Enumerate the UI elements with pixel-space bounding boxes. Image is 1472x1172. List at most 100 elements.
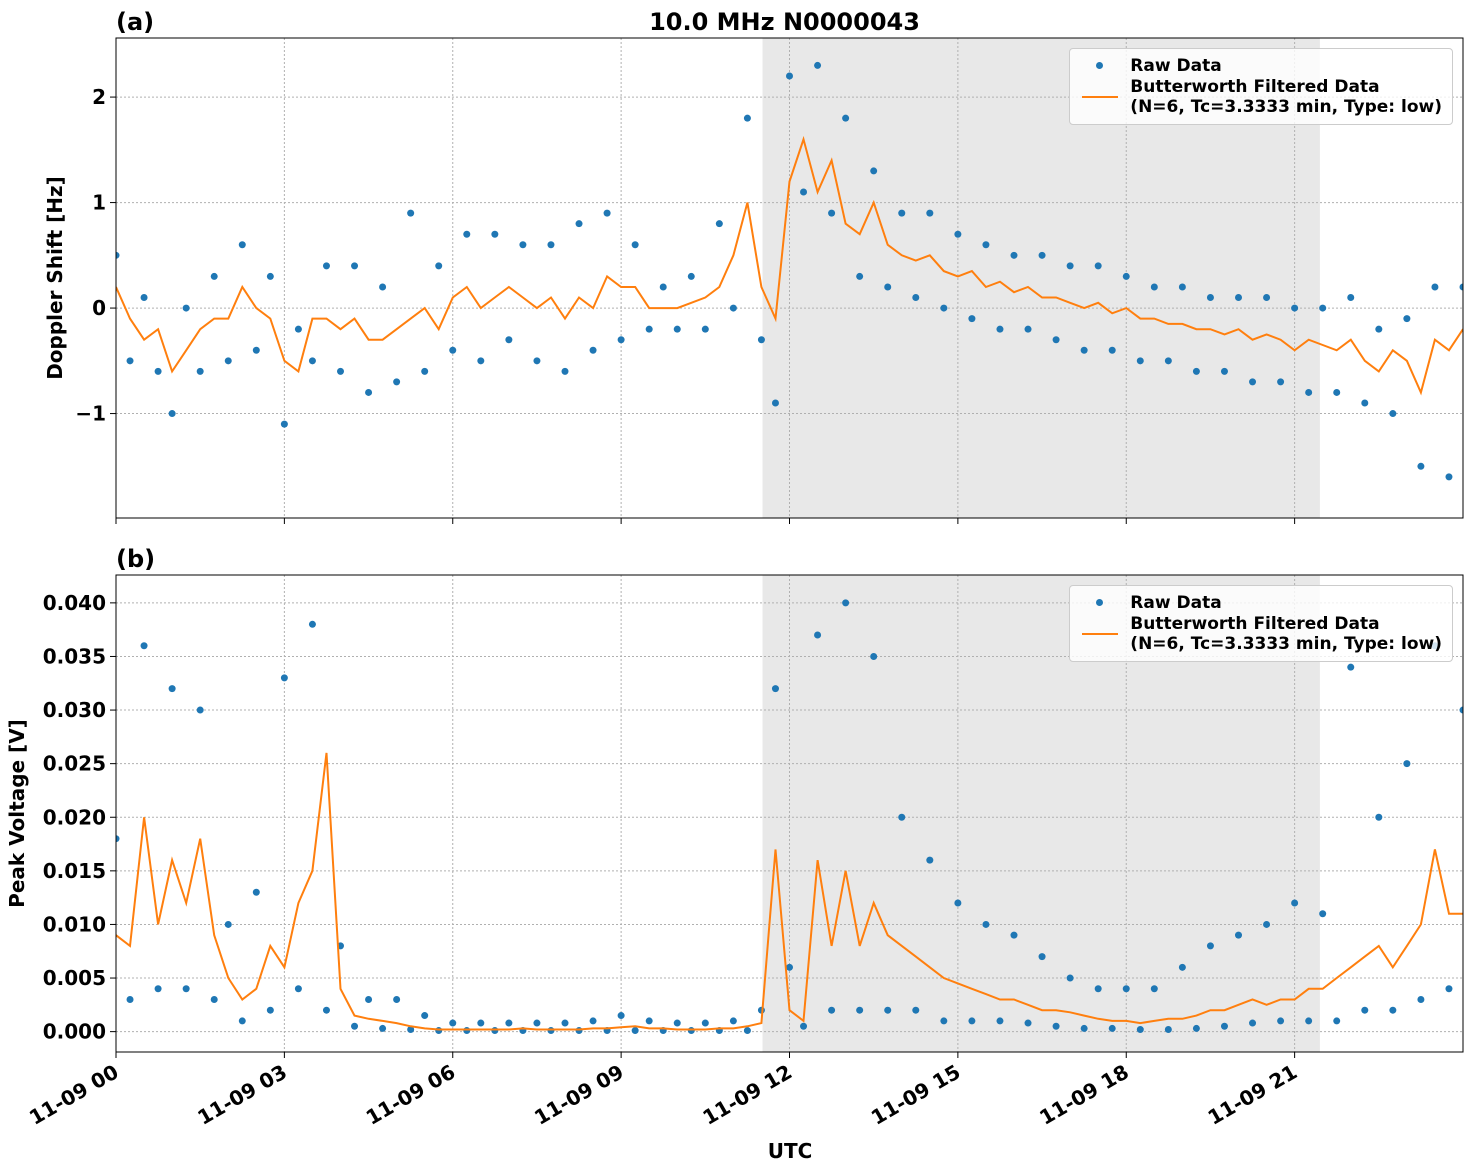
raw-point bbox=[1445, 985, 1453, 993]
raw-point bbox=[379, 1024, 387, 1032]
raw-point bbox=[435, 262, 443, 270]
raw-point bbox=[1263, 920, 1271, 928]
raw-point bbox=[1178, 283, 1186, 291]
raw-point bbox=[308, 357, 316, 365]
raw-point bbox=[491, 1027, 499, 1035]
raw-point bbox=[1403, 760, 1411, 768]
raw-point bbox=[1206, 942, 1214, 950]
raw-point bbox=[786, 963, 793, 971]
plot-area bbox=[116, 599, 1463, 1035]
raw-point bbox=[884, 1006, 892, 1014]
raw-point bbox=[687, 272, 695, 280]
legend-label: Raw Data bbox=[1130, 593, 1222, 613]
raw-point bbox=[673, 325, 681, 333]
y-tick-label: 0.015 bbox=[43, 859, 106, 883]
raw-point bbox=[1178, 963, 1186, 971]
y-axis-label: Doppler Shift [Hz] bbox=[43, 176, 67, 380]
raw-point bbox=[294, 985, 302, 993]
raw-point bbox=[116, 251, 120, 259]
raw-point bbox=[1389, 1006, 1397, 1014]
raw-point bbox=[196, 367, 204, 375]
raw-point bbox=[786, 72, 793, 80]
raw-point bbox=[1052, 1022, 1060, 1030]
raw-point bbox=[1094, 985, 1102, 993]
raw-point bbox=[407, 1025, 415, 1033]
raw-point bbox=[1417, 995, 1425, 1003]
y-tick-label: 0.020 bbox=[43, 805, 106, 829]
raw-point bbox=[1150, 283, 1158, 291]
raw-point bbox=[617, 336, 625, 344]
raw-point bbox=[589, 1017, 597, 1025]
raw-point bbox=[1305, 1017, 1313, 1025]
legend-entry: Butterworth Filtered Data (N=6, Tc=3.333… bbox=[1080, 614, 1442, 654]
raw-point bbox=[421, 1012, 429, 1020]
raw-point bbox=[729, 304, 737, 312]
raw-point bbox=[968, 315, 976, 323]
raw-point bbox=[743, 1027, 751, 1035]
raw-point bbox=[1375, 325, 1383, 333]
legend-label: Butterworth Filtered Data (N=6, Tc=3.333… bbox=[1130, 77, 1442, 117]
raw-point bbox=[533, 357, 541, 365]
raw-point bbox=[1164, 1025, 1172, 1033]
raw-point bbox=[266, 1006, 274, 1014]
raw-point bbox=[856, 272, 864, 280]
raw-point bbox=[547, 1027, 555, 1035]
raw-point bbox=[280, 420, 288, 428]
raw-point bbox=[238, 1017, 246, 1025]
raw-point bbox=[116, 835, 120, 843]
raw-point bbox=[1347, 663, 1355, 671]
raw-point bbox=[1122, 272, 1130, 280]
legend-swatch bbox=[1096, 62, 1104, 69]
raw-point bbox=[1122, 985, 1130, 993]
raw-point bbox=[1220, 1022, 1228, 1030]
raw-point bbox=[365, 995, 373, 1003]
raw-point bbox=[196, 706, 204, 714]
axes-frame bbox=[115, 574, 1464, 1053]
raw-point bbox=[757, 336, 765, 344]
raw-point bbox=[322, 1006, 330, 1014]
raw-point bbox=[884, 283, 892, 291]
raw-point bbox=[252, 346, 260, 354]
raw-point bbox=[337, 367, 344, 375]
raw-point bbox=[1417, 462, 1425, 470]
raw-point bbox=[294, 325, 302, 333]
raw-point bbox=[1164, 357, 1172, 365]
raw-point bbox=[828, 209, 836, 217]
raw-point bbox=[1361, 399, 1369, 407]
raw-point bbox=[1459, 706, 1463, 714]
raw-point bbox=[224, 357, 232, 365]
raw-point bbox=[898, 209, 906, 217]
raw-point bbox=[856, 1006, 864, 1014]
raw-point bbox=[1445, 473, 1453, 481]
raw-point bbox=[1066, 262, 1074, 270]
legend-key bbox=[1080, 593, 1120, 613]
y-tick-label: 0.025 bbox=[43, 752, 106, 776]
raw-point bbox=[1094, 262, 1102, 270]
raw-point bbox=[547, 241, 555, 249]
raw-point bbox=[168, 410, 176, 418]
raw-point bbox=[659, 283, 667, 291]
raw-point bbox=[533, 1019, 541, 1027]
raw-point bbox=[743, 114, 751, 122]
raw-point bbox=[182, 985, 190, 993]
raw-point bbox=[645, 325, 653, 333]
raw-point bbox=[140, 294, 148, 302]
raw-point bbox=[168, 685, 176, 693]
raw-point bbox=[1263, 294, 1271, 302]
raw-point bbox=[477, 357, 485, 365]
raw-point bbox=[701, 1019, 709, 1027]
y-tick-label: 0.035 bbox=[43, 644, 106, 668]
legend-entry: Raw Data bbox=[1080, 56, 1442, 76]
chart-title: 10.0 MHz N0000043 bbox=[649, 8, 920, 36]
raw-point bbox=[1010, 931, 1018, 939]
raw-point bbox=[351, 1022, 359, 1030]
axes-frame bbox=[115, 37, 1464, 519]
x-tick-label: 11-09 15 bbox=[867, 1060, 965, 1130]
x-tick-label: 11-09 00 bbox=[25, 1060, 123, 1130]
raw-point bbox=[351, 262, 359, 270]
x-tick-label: 11-09 09 bbox=[530, 1060, 628, 1130]
raw-point bbox=[1347, 294, 1355, 302]
raw-point bbox=[1235, 931, 1242, 939]
legend-label: Butterworth Filtered Data (N=6, Tc=3.333… bbox=[1130, 614, 1442, 654]
raw-point bbox=[1431, 283, 1439, 291]
